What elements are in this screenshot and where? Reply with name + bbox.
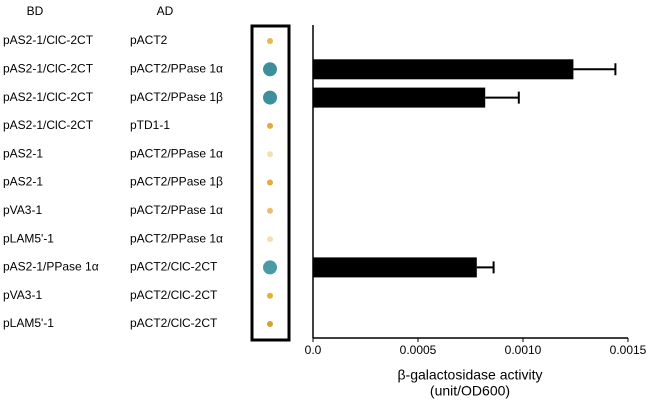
yeast-spot [263,62,277,77]
bd-label: pAS2-1/ClC-2CT [3,118,94,132]
x-tick-label: 0.0 [305,343,322,357]
x-tick-label: 0.0010 [505,343,542,357]
ad-label: pACT2/ClC-2CT [130,260,218,274]
x-axis-label: β-galactosidase activity [397,367,542,383]
ad-header: AD [157,4,174,18]
ad-label: pACT2/PPase 1α [130,231,223,245]
ad-label: pACT2/PPase 1β [130,90,223,104]
ad-label: pACT2/PPase 1α [130,146,223,160]
x-tick-label: 0.0015 [610,343,647,357]
bd-label: pVA3-1 [3,288,42,302]
yeast-spot [267,207,273,214]
yeast-spot [267,292,273,299]
x-tick-label: 0.0005 [400,343,437,357]
ad-label: pACT2 [130,33,168,47]
bd-label: pAS2-1 [3,146,43,160]
error-bar [485,91,520,104]
ad-label: pACT2/ClC-2CT [130,288,218,302]
ad-label: pACT2/PPase 1β [130,175,223,189]
ad-label: pACT2/PPase 1α [130,61,223,75]
yeast-spot [267,179,273,186]
bd-header: BD [27,4,44,18]
yeast-spot [267,151,273,158]
yeast-spot [267,321,273,327]
bd-label: pLAM5'-1 [3,231,54,245]
bd-label: pAS2-1/ClC-2CT [3,90,94,104]
bd-label: pAS2-1 [3,175,43,189]
ad-label: pTD1-1 [130,118,170,132]
yeast-spot [263,260,277,275]
ad-label: pACT2/ClC-2CT [130,316,218,330]
yeast-spot [267,236,273,243]
yeast-spot [267,38,273,44]
bd-label: pAS2-1/PPase 1α [3,260,99,274]
bd-label: pVA3-1 [3,203,42,217]
bd-label: pAS2-1/ClC-2CT [3,61,94,75]
error-bar [573,63,617,76]
ad-label: pACT2/PPase 1α [130,203,223,217]
x-axis-label: (unit/OD600) [430,383,510,399]
error-bar [476,261,495,274]
bar [313,87,486,108]
yeast-spot [263,90,277,105]
spot-panel [250,24,291,342]
bd-label: pAS2-1/ClC-2CT [3,33,94,47]
bar [313,257,477,278]
bar [313,59,574,80]
yeast-spot [267,122,273,129]
bd-label: pLAM5'-1 [3,316,54,330]
